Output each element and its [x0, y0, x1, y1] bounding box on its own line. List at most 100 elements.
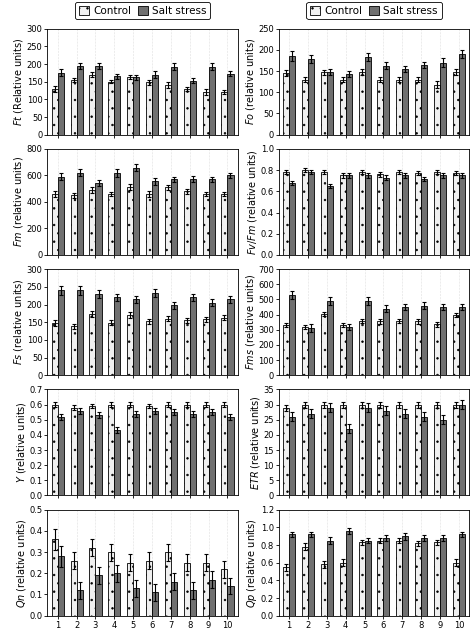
Bar	[184, 404, 190, 496]
Bar	[58, 290, 64, 375]
Bar	[421, 179, 427, 255]
Y-axis label: $\it{Fs}$ (relative units): $\it{Fs}$ (relative units)	[12, 279, 25, 366]
Bar	[346, 74, 352, 135]
Bar	[421, 538, 427, 616]
Bar	[108, 194, 114, 255]
Bar	[321, 172, 327, 255]
Bar	[77, 411, 82, 496]
Bar	[184, 563, 190, 616]
Bar	[221, 93, 228, 135]
Bar	[209, 179, 215, 255]
Bar	[152, 592, 158, 616]
Bar	[71, 195, 77, 255]
Y-axis label: $\it{Fo}$ (relative units): $\it{Fo}$ (relative units)	[244, 38, 257, 126]
Bar	[358, 404, 365, 496]
Bar	[127, 563, 133, 616]
Bar	[421, 64, 427, 135]
Bar	[358, 72, 365, 135]
Bar	[289, 417, 295, 496]
Bar	[127, 77, 133, 135]
Bar	[228, 299, 234, 375]
Bar	[340, 80, 346, 135]
Bar	[190, 80, 196, 135]
Bar	[133, 299, 139, 375]
Bar	[209, 66, 215, 135]
Bar	[228, 586, 234, 616]
Bar	[90, 190, 95, 255]
Bar	[184, 320, 190, 375]
Bar	[459, 54, 465, 135]
Bar	[90, 75, 95, 135]
Bar	[396, 540, 402, 616]
Bar	[58, 556, 64, 616]
Bar	[365, 301, 371, 375]
Y-axis label: $\it{Y}$ (relative units): $\it{Y}$ (relative units)	[15, 401, 28, 484]
Bar	[209, 580, 215, 616]
Bar	[358, 172, 365, 255]
Bar	[321, 404, 327, 496]
Bar	[165, 552, 171, 616]
Bar	[321, 565, 327, 616]
Bar	[415, 80, 421, 135]
Bar	[340, 563, 346, 616]
Bar	[383, 309, 390, 375]
Bar	[165, 188, 171, 255]
Bar	[340, 404, 346, 496]
Bar	[396, 80, 402, 135]
Bar	[327, 72, 333, 135]
Bar	[459, 404, 465, 496]
Bar	[308, 413, 314, 496]
Bar	[453, 404, 459, 496]
Bar	[146, 194, 152, 255]
Bar	[184, 89, 190, 135]
Bar	[321, 72, 327, 135]
Bar	[108, 323, 114, 375]
Bar	[58, 73, 64, 135]
Bar	[302, 80, 308, 135]
Bar	[434, 325, 440, 375]
Bar	[434, 85, 440, 135]
Bar	[453, 315, 459, 375]
Bar	[289, 56, 295, 135]
Bar	[289, 295, 295, 375]
Bar	[127, 315, 133, 375]
Bar	[127, 188, 133, 255]
Bar	[365, 175, 371, 255]
Bar	[152, 293, 158, 375]
Bar	[308, 172, 314, 255]
Bar	[108, 404, 114, 496]
Bar	[90, 548, 95, 616]
Bar	[283, 73, 289, 135]
Bar	[346, 531, 352, 616]
Bar	[283, 567, 289, 616]
Bar	[114, 297, 120, 375]
Bar	[302, 547, 308, 616]
Bar	[108, 82, 114, 135]
Bar	[133, 77, 139, 135]
Bar	[152, 411, 158, 496]
Y-axis label: $\it{Fms}$ (relative units): $\it{Fms}$ (relative units)	[244, 274, 257, 370]
Bar	[327, 186, 333, 255]
Bar	[184, 191, 190, 255]
Bar	[415, 544, 421, 616]
Bar	[453, 174, 459, 255]
Bar	[415, 174, 421, 255]
Bar	[434, 542, 440, 616]
Bar	[459, 175, 465, 255]
Bar	[289, 535, 295, 616]
Bar	[95, 294, 101, 375]
Bar	[365, 57, 371, 135]
Bar	[95, 575, 101, 616]
Bar	[171, 66, 177, 135]
Bar	[171, 179, 177, 255]
Bar	[95, 182, 101, 255]
Bar	[358, 542, 365, 616]
Bar	[402, 69, 409, 135]
Y-axis label: $\it{ETR}$ (relative units): $\it{ETR}$ (relative units)	[249, 395, 262, 490]
Bar	[171, 305, 177, 375]
Bar	[228, 73, 234, 135]
Bar	[114, 574, 120, 616]
Bar	[95, 415, 101, 496]
Y-axis label: $\it{Qn}$ (relative units): $\it{Qn}$ (relative units)	[15, 518, 28, 607]
Bar	[146, 321, 152, 375]
